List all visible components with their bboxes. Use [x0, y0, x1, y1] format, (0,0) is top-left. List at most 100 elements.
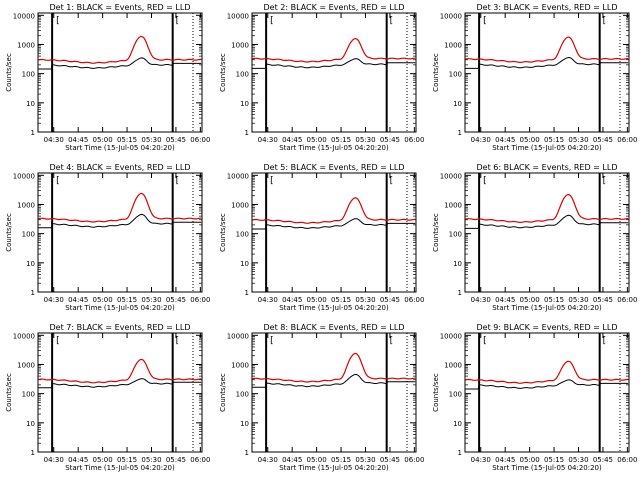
x-tick-label: 04:45 [495, 456, 515, 464]
x-tick-label: 05:30 [568, 456, 588, 464]
x-tick-label: 06:00 [404, 296, 424, 304]
x-tick-label: 05:00 [307, 456, 327, 464]
y-tick-label: 10 [453, 260, 462, 268]
panel-1: Det 1: BLACK = Events, RED = LLD 1 10 100 10… [5, 3, 210, 152]
panel-title: Det 7: BLACK = Events, RED = LLD [50, 323, 191, 332]
plot-frame [251, 172, 417, 293]
plot-frame [464, 332, 630, 453]
x-tick-label: 06:00 [190, 296, 210, 304]
x-tick-label: 05:30 [141, 296, 161, 304]
panel-2: Det 2: BLACK = Events, RED = LLD 1 10 100 10… [219, 3, 424, 152]
y-tick-label: 10 [240, 100, 249, 108]
x-tick-label: 05:30 [568, 136, 588, 144]
bracket-marker: [ [270, 336, 274, 346]
series-lld-line [252, 37, 416, 63]
y-tick-label: 100 [236, 231, 249, 239]
y-tick-label: 1000 [444, 201, 462, 209]
x-tick-label: 04:30 [471, 136, 491, 144]
y-tick-label: 100 [449, 71, 462, 79]
y-axis-label: Counts/sec [432, 373, 440, 412]
x-tick-label: 04:30 [471, 456, 491, 464]
x-tick-label: 05:30 [355, 136, 375, 144]
panel-title: Det 9: BLACK = Events, RED = LLD [477, 323, 618, 332]
bracket-marker: [ [176, 336, 180, 346]
bracket-marker: [ [390, 336, 394, 346]
bracket-marker: [ [390, 16, 394, 26]
y-tick-label: 10000 [13, 332, 35, 340]
y-tick-label: 100 [22, 391, 35, 399]
y-tick-label: 10000 [440, 332, 462, 340]
x-tick-label: 05:15 [544, 136, 564, 144]
series-lld-line [252, 352, 416, 383]
x-tick-label: 05:45 [166, 136, 186, 144]
y-tick-label: 1 [31, 449, 35, 457]
y-tick-label: 1000 [17, 41, 35, 49]
series-lld-line [38, 358, 202, 384]
series-events-line [252, 218, 416, 230]
y-tick-label: 1 [245, 129, 249, 137]
x-tick-label: 04:30 [258, 136, 278, 144]
x-axis-label: Start Time (15-Jul-05 04:20:20) [279, 144, 389, 152]
x-tick-label: 05:00 [93, 296, 113, 304]
y-tick-label: 1 [458, 289, 462, 297]
y-tick-label: 100 [22, 71, 35, 79]
x-tick-label: 04:30 [44, 136, 64, 144]
x-tick-label: 04:30 [471, 296, 491, 304]
series-events-line [38, 378, 202, 389]
x-axis-label: Start Time (15-Jul-05 04:20:20) [492, 464, 602, 472]
bracket-marker: [ [603, 336, 607, 346]
x-tick-label: 04:30 [258, 456, 278, 464]
y-tick-label: 1000 [444, 361, 462, 369]
x-tick-label: 05:15 [117, 296, 137, 304]
x-tick-label: 05:15 [331, 296, 351, 304]
x-tick-label: 04:30 [44, 456, 64, 464]
y-tick-label: 100 [236, 71, 249, 79]
x-tick-label: 05:45 [380, 136, 400, 144]
y-tick-label: 1000 [231, 361, 249, 369]
bracket-marker: [ [390, 176, 394, 186]
panel-title: Det 2: BLACK = Events, RED = LLD [264, 3, 405, 12]
y-axis-label: Counts/sec [219, 373, 227, 412]
panel-6: Det 6: BLACK = Events, RED = LLD 1 10 100 10… [432, 163, 637, 312]
y-tick-label: 10 [26, 260, 35, 268]
panel-4: Det 4: BLACK = Events, RED = LLD 1 10 100 10… [5, 163, 210, 312]
series-events-line [252, 58, 416, 69]
y-tick-label: 10000 [227, 12, 249, 20]
x-axis-label: Start Time (15-Jul-05 04:20:20) [279, 464, 389, 472]
y-tick-label: 100 [236, 391, 249, 399]
x-tick-label: 06:00 [404, 136, 424, 144]
series-lld-line [38, 192, 202, 223]
x-tick-label: 05:45 [166, 296, 186, 304]
y-tick-label: 1000 [17, 201, 35, 209]
panel-8: Det 8: BLACK = Events, RED = LLD 1 10 100 10… [219, 323, 424, 472]
panel-9: Det 9: BLACK = Events, RED = LLD 1 10 100 10… [432, 323, 637, 472]
y-tick-label: 100 [22, 231, 35, 239]
y-axis-label: Counts/sec [219, 53, 227, 92]
x-tick-label: 05:30 [355, 456, 375, 464]
panel-title: Det 8: BLACK = Events, RED = LLD [264, 323, 405, 332]
panel-title: Det 3: BLACK = Events, RED = LLD [477, 3, 618, 12]
x-tick-label: 05:30 [568, 296, 588, 304]
panel-title: Det 5: BLACK = Events, RED = LLD [264, 163, 405, 172]
x-tick-label: 05:00 [307, 296, 327, 304]
plot-frame [251, 332, 417, 453]
x-tick-label: 05:15 [331, 136, 351, 144]
y-tick-label: 1 [245, 449, 249, 457]
x-tick-label: 04:30 [258, 296, 278, 304]
bracket-marker: [ [483, 336, 487, 346]
x-tick-label: 04:45 [282, 456, 302, 464]
y-tick-label: 1000 [17, 361, 35, 369]
x-tick-label: 06:00 [617, 136, 637, 144]
x-tick-label: 05:30 [355, 296, 375, 304]
bracket-marker: [ [176, 176, 180, 186]
x-tick-label: 05:45 [593, 136, 613, 144]
x-axis-label: Start Time (15-Jul-05 04:20:20) [492, 144, 602, 152]
series-events-line [465, 379, 629, 390]
x-tick-label: 05:15 [544, 296, 564, 304]
y-tick-label: 10000 [227, 172, 249, 180]
plot-frame [37, 172, 203, 293]
y-tick-label: 1 [31, 289, 35, 297]
plot-frame [464, 12, 630, 133]
bracket-marker: [ [483, 176, 487, 186]
